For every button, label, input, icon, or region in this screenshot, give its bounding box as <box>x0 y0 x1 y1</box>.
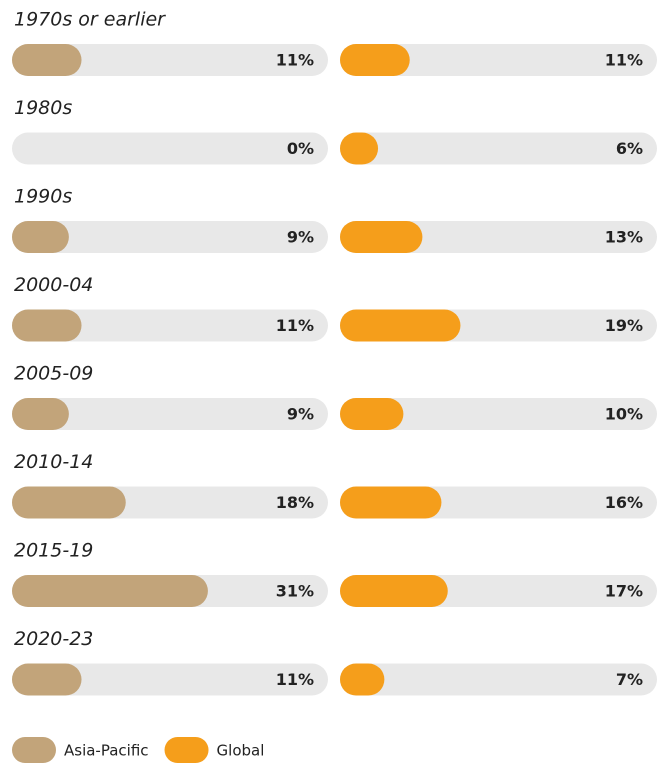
bar <box>340 44 410 76</box>
category-label: 2020-23 <box>14 628 93 650</box>
bar-track <box>12 44 328 76</box>
value-label: 19% <box>605 316 643 335</box>
bar <box>340 132 379 165</box>
value-label: 9% <box>287 228 314 247</box>
value-label: 9% <box>287 405 314 424</box>
bar <box>340 663 385 696</box>
value-label: 17% <box>605 582 643 601</box>
bar-track <box>340 663 657 696</box>
bar-track <box>12 398 328 430</box>
bar <box>12 486 126 519</box>
value-label: 11% <box>605 51 643 70</box>
legend-label: Global <box>217 742 265 760</box>
bar <box>12 44 82 76</box>
bar <box>340 309 461 342</box>
value-label: 7% <box>616 670 643 689</box>
category-label: 1980s <box>14 97 72 119</box>
value-label: 6% <box>616 139 643 158</box>
bar <box>12 309 82 342</box>
value-label: 31% <box>276 582 314 601</box>
bar-track <box>340 132 657 165</box>
value-label: 13% <box>605 228 643 247</box>
value-label: 10% <box>605 405 643 424</box>
bar <box>12 398 69 430</box>
bar-track <box>340 44 657 76</box>
bar-track <box>340 398 657 430</box>
legend-swatch <box>12 737 56 763</box>
value-label: 11% <box>276 316 314 335</box>
bar <box>340 486 442 519</box>
bar <box>12 663 82 696</box>
category-label: 1970s or earlier <box>14 9 166 31</box>
category-label: 2015-19 <box>14 540 93 562</box>
bar <box>340 221 423 253</box>
bar <box>12 575 208 607</box>
bar-track <box>12 221 328 253</box>
value-label: 0% <box>287 139 314 158</box>
value-label: 18% <box>276 493 314 512</box>
bar <box>340 575 448 607</box>
value-label: 11% <box>276 670 314 689</box>
legend-label: Asia-Pacific <box>64 742 149 760</box>
category-label: 1990s <box>14 186 72 208</box>
value-label: 11% <box>276 51 314 70</box>
bar-track <box>12 132 328 165</box>
legend-swatch <box>164 737 209 763</box>
category-label: 2010-14 <box>14 451 93 473</box>
value-label: 16% <box>605 493 643 512</box>
category-label: 2000-04 <box>14 274 93 296</box>
category-label: 2005-09 <box>14 363 93 385</box>
bar <box>340 398 404 430</box>
bar-track <box>12 309 328 342</box>
bar-track <box>12 663 328 696</box>
bar <box>12 221 69 253</box>
